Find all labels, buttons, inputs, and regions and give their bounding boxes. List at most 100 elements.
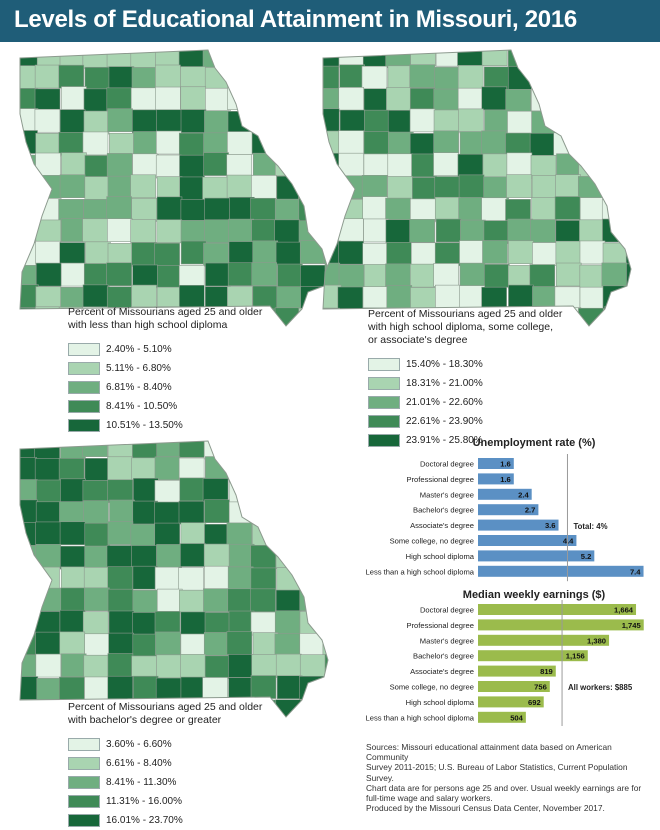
county: [253, 66, 278, 89]
legend-label: 21.01% - 22.60%: [406, 397, 483, 409]
county: [155, 611, 180, 634]
county: [315, 308, 340, 330]
county: [85, 634, 110, 657]
legend-caption-line: Percent of Missourians aged 25 and older: [68, 701, 328, 714]
county: [12, 655, 37, 678]
county: [36, 654, 61, 677]
county: [155, 480, 180, 503]
county: [37, 678, 62, 701]
county: [251, 568, 276, 591]
county: [458, 44, 483, 66]
county: [133, 478, 158, 501]
county: [133, 154, 158, 177]
map-high-school-some-college: [315, 44, 645, 330]
county: [276, 590, 301, 613]
county: [203, 677, 228, 700]
legend-label: 2.40% - 5.10%: [106, 344, 172, 356]
legend-label: 16.01% - 23.70%: [106, 815, 183, 827]
county: [530, 220, 555, 243]
county: [275, 611, 300, 634]
county: [530, 133, 555, 156]
county: [179, 265, 204, 288]
county: [275, 220, 300, 243]
county: [628, 89, 645, 112]
county: [604, 176, 629, 199]
county: [364, 219, 389, 242]
county: [85, 177, 110, 200]
county: [12, 590, 36, 613]
county: [364, 132, 389, 155]
legend-item: 3.60% - 6.60%: [68, 735, 328, 754]
county: [458, 154, 483, 177]
county: [388, 132, 413, 155]
county: [482, 198, 507, 221]
county: [508, 285, 533, 308]
county: [276, 654, 301, 677]
data-label: 1,664: [614, 606, 634, 615]
county: [132, 242, 157, 265]
county: [411, 243, 436, 266]
county: [323, 457, 342, 480]
county: [340, 65, 365, 88]
county: [61, 263, 86, 286]
county: [580, 241, 605, 264]
county: [387, 285, 412, 308]
county: [252, 263, 277, 286]
county: [35, 307, 60, 330]
county: [203, 44, 228, 67]
legend-item: 15.40% - 18.30%: [368, 355, 628, 374]
county: [60, 522, 85, 545]
county: [626, 307, 645, 330]
county: [251, 545, 276, 568]
county: [251, 500, 276, 523]
county: [458, 65, 483, 88]
bar: [478, 535, 576, 546]
legend-swatch: [68, 738, 100, 751]
category-label: Doctoral degree: [420, 606, 474, 615]
county: [338, 176, 363, 199]
county: [277, 435, 302, 458]
county: [83, 132, 108, 155]
county: [484, 221, 509, 244]
county: [364, 154, 389, 177]
county: [603, 243, 628, 266]
county: [388, 154, 413, 177]
county: [228, 87, 253, 110]
county: [35, 611, 60, 634]
legend-swatch: [368, 415, 400, 428]
county: [156, 110, 181, 133]
legend-caption-line: Percent of Missourians aged 25 and older: [368, 308, 628, 321]
county: [300, 611, 325, 634]
county: [459, 175, 484, 198]
county: [108, 457, 133, 480]
county: [251, 198, 276, 221]
category-label: Doctoral degree: [420, 460, 474, 469]
county: [85, 67, 110, 90]
county: [602, 155, 627, 178]
county: [35, 89, 60, 112]
legend-item: 8.41% - 11.30%: [68, 773, 328, 792]
county: [60, 632, 85, 655]
county: [556, 220, 581, 243]
county: [556, 154, 581, 177]
page-title: Levels of Educational Attainment in Miss…: [14, 6, 577, 34]
county: [434, 89, 459, 112]
county: [578, 87, 603, 110]
county: [179, 590, 204, 613]
county: [579, 220, 604, 243]
county: [204, 566, 229, 589]
county: [61, 87, 86, 110]
county: [157, 220, 182, 243]
county: [530, 265, 555, 288]
county: [60, 610, 85, 633]
data-label: 2.7: [525, 506, 536, 515]
county: [59, 677, 84, 700]
county: [228, 567, 253, 590]
county: [179, 435, 204, 457]
county: [108, 176, 133, 199]
legend-label: 15.40% - 18.30%: [406, 359, 483, 371]
legend-label: 8.41% - 10.50%: [106, 401, 177, 413]
county: [205, 656, 230, 679]
legend-swatch: [68, 362, 100, 375]
county: [203, 589, 228, 612]
